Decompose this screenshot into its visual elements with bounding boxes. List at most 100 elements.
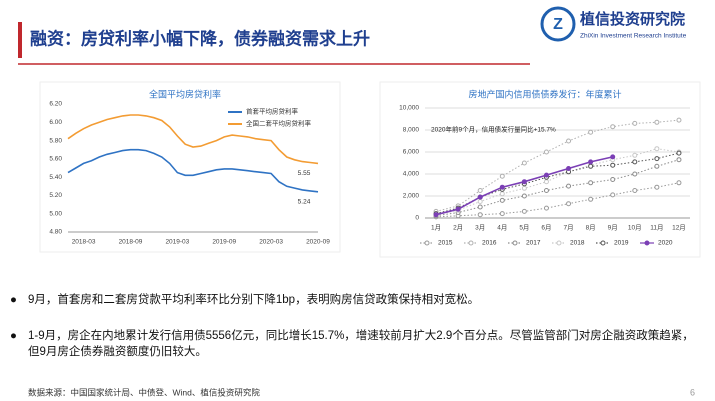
x-tick-label: 7月 bbox=[563, 224, 573, 232]
series-marker bbox=[543, 188, 549, 193]
slide-title: 融资：房贷利率小幅下降，债券融资需求上升 bbox=[30, 28, 370, 48]
series-marker bbox=[521, 193, 527, 199]
series-line bbox=[67, 114, 319, 165]
legend-label: 2020 bbox=[658, 240, 673, 247]
series-marker bbox=[632, 120, 638, 126]
series-marker bbox=[610, 124, 616, 130]
legend-label: 全国二套平均房贷利率 bbox=[246, 119, 312, 128]
series-marker bbox=[676, 157, 682, 163]
x-tick-label: 2018-03 bbox=[72, 239, 96, 246]
y-tick-label: 5.80 bbox=[49, 137, 62, 144]
page-number: 6 bbox=[690, 387, 695, 397]
series-marker bbox=[477, 212, 483, 218]
series-marker bbox=[632, 152, 638, 158]
y-tick-label: 8,000 bbox=[403, 127, 420, 134]
bullet-text: 1-9月，房企在内地累计发行信用债5556亿元，同比增长15.7%，增速较前月扩… bbox=[28, 330, 694, 358]
series-marker bbox=[455, 206, 461, 212]
legend-label: 首套平均房贷利率 bbox=[246, 107, 299, 116]
y-tick-label: 5.40 bbox=[49, 174, 62, 181]
legend-marker bbox=[644, 240, 650, 246]
chart-frame bbox=[379, 81, 701, 258]
series-marker bbox=[632, 188, 638, 193]
series-marker bbox=[676, 117, 682, 123]
series-line bbox=[435, 159, 680, 217]
y-tick-label: 6.20 bbox=[49, 101, 62, 108]
x-tick-label: 3月 bbox=[475, 224, 485, 232]
series-marker bbox=[588, 163, 594, 169]
series-marker bbox=[654, 156, 660, 162]
x-tick-label: 2月 bbox=[453, 224, 463, 232]
series-marker bbox=[588, 180, 594, 186]
bullet: ● 1-9月，房企在内地累计发行信用债5556亿元，同比增长15.7%，增速较前月… bbox=[10, 330, 694, 358]
chart-title: 全国平均房贷利率 bbox=[149, 88, 221, 99]
x-tick-label: 2020-03 bbox=[259, 239, 283, 246]
series-marker bbox=[521, 179, 527, 185]
series-line bbox=[67, 148, 319, 193]
series-marker bbox=[610, 192, 616, 198]
chart-title: 房地产国内信用债债券发行：年度累计 bbox=[468, 88, 621, 99]
series-marker bbox=[566, 166, 572, 171]
series-marker bbox=[566, 183, 572, 189]
legend-label: 2016 bbox=[482, 240, 497, 247]
logo-english: ZhiXin Investment Research Institute bbox=[580, 33, 687, 40]
x-tick-label: 2019-09 bbox=[212, 239, 236, 246]
legend-label: 2019 bbox=[614, 240, 629, 247]
series-marker bbox=[610, 154, 616, 160]
x-tick-label: 5月 bbox=[519, 224, 529, 232]
x-tick-label: 11月 bbox=[650, 224, 663, 232]
legend-marker bbox=[600, 240, 606, 246]
y-tick-label: 10,000 bbox=[399, 105, 419, 112]
series-marker bbox=[521, 208, 527, 214]
source-note: 数据来源：中国国家统计局、中债登、Wind、植信投资研究院 bbox=[28, 387, 260, 397]
chart-frame bbox=[39, 81, 341, 253]
title-bar bbox=[18, 22, 22, 58]
legend-label: 2017 bbox=[526, 240, 541, 247]
x-tick-label: 4月 bbox=[497, 224, 507, 232]
series-marker bbox=[654, 184, 660, 190]
series-marker bbox=[566, 138, 572, 144]
x-tick-label: 2020-09 bbox=[306, 239, 330, 246]
series-marker bbox=[632, 159, 638, 165]
legend-marker bbox=[424, 240, 430, 246]
legend-label: 2015 bbox=[438, 240, 453, 247]
series-marker bbox=[477, 199, 483, 204]
series-marker bbox=[499, 173, 505, 179]
y-tick-label: 4.80 bbox=[49, 229, 62, 236]
y-tick-label: 0 bbox=[415, 215, 419, 222]
data-label: 5.55 bbox=[298, 170, 311, 177]
series-marker bbox=[566, 201, 572, 207]
series-marker bbox=[499, 184, 505, 190]
series-marker bbox=[499, 197, 505, 203]
data-label: 5.24 bbox=[298, 198, 311, 205]
series-marker bbox=[588, 196, 594, 202]
legend-marker bbox=[468, 240, 474, 246]
series-marker bbox=[676, 150, 682, 156]
series-marker bbox=[676, 180, 682, 186]
bullet: ● 9月，首套房和二套房贷款平均利率环比分别下降1bp，表明购房信贷政策保持相对宽… bbox=[10, 294, 480, 306]
series-marker bbox=[477, 204, 483, 210]
series-marker bbox=[521, 185, 527, 191]
y-tick-label: 6,000 bbox=[403, 149, 420, 156]
x-tick-label: 1月 bbox=[431, 224, 441, 232]
logo-icon bbox=[540, 6, 576, 42]
x-tick-label: 6月 bbox=[541, 224, 551, 232]
y-tick-label: 5.20 bbox=[49, 192, 62, 199]
series-marker bbox=[588, 159, 594, 165]
annotation: 2020年前9个月，信用债发行量同比+15.7% bbox=[431, 125, 556, 134]
x-tick-label: 9月 bbox=[608, 224, 618, 232]
y-tick-label: 5.00 bbox=[49, 210, 62, 217]
series-marker bbox=[543, 205, 549, 211]
series-marker bbox=[499, 211, 505, 217]
series-marker bbox=[499, 191, 505, 197]
x-tick-label: 8月 bbox=[586, 224, 596, 232]
y-tick-label: 2,000 bbox=[403, 193, 420, 200]
series-marker bbox=[610, 177, 616, 182]
series-marker bbox=[433, 212, 439, 218]
series-marker bbox=[610, 162, 616, 168]
logo-mark: Z bbox=[553, 16, 563, 33]
y-tick-label: 5.60 bbox=[49, 156, 62, 163]
bullet-text: 9月，首套房和二套房贷款平均利率环比分别下降1bp，表明购房信贷政策保持相对宽松… bbox=[28, 294, 480, 306]
series-marker bbox=[654, 119, 660, 125]
x-tick-label: 12月 bbox=[672, 224, 686, 232]
